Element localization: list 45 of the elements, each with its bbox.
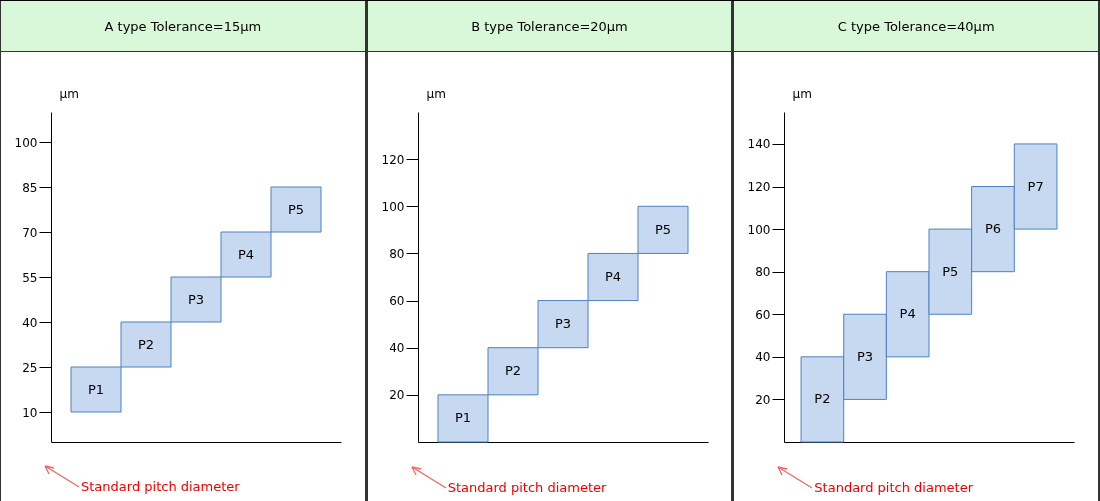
x-tick-label: P5 (287, 201, 305, 217)
x-tick-label: P7 (1027, 178, 1045, 194)
y-tick-label: 40 (388, 341, 405, 356)
text: Standard pitch diameter (447, 480, 607, 495)
x-tick-label: P5 (654, 221, 671, 237)
y-axis-title: µm (792, 86, 813, 101)
y-tick-label: 80 (388, 246, 405, 261)
y-tick-label: 140 (747, 137, 771, 152)
y-tick-label: 40 (22, 315, 38, 330)
y-tick-label: 85 (22, 180, 38, 195)
x-tick-label: P1 (87, 381, 105, 397)
chart-title: C type Tolerance=40µm (734, 1, 1099, 52)
x-tick-label: P2 (814, 391, 831, 407)
x-tick-label: P4 (604, 269, 621, 284)
x-tick-label: P4 (237, 246, 255, 262)
chart-title: A type Tolerance=15µm (1, 1, 365, 52)
y-tick-label: 80 (755, 265, 771, 280)
y-tick-label: 100 (747, 222, 771, 237)
y-tick-label: 25 (22, 360, 38, 375)
y-tick-label: 60 (755, 307, 771, 322)
y-tick-label: 120 (747, 180, 771, 195)
x-tick-label: P5 (942, 263, 959, 279)
y-tick-label: 40 (755, 350, 771, 365)
y-tick-label: 70 (22, 225, 38, 240)
x-tick-label: P3 (187, 291, 205, 307)
chart-title: B type Tolerance=20µm (367, 1, 732, 52)
text: Standard pitch diameter (81, 479, 240, 494)
x-tick-label: P4 (899, 306, 917, 322)
y-tick-label: 60 (388, 294, 405, 309)
y-tick-label: 10 (22, 405, 38, 420)
x-tick-label: P2 (504, 363, 521, 379)
y-tick-label: 55 (22, 270, 38, 285)
y-tick-label: 20 (755, 392, 771, 407)
y-axis-title: µm (59, 86, 79, 101)
y-tick-label: 20 (388, 388, 405, 403)
x-tick-label: P1 (454, 410, 471, 426)
x-tick-label: P6 (985, 221, 1002, 237)
y-tick-label: 120 (381, 152, 405, 167)
y-axis-title: µm (426, 86, 446, 101)
x-tick-label: P3 (857, 348, 874, 364)
x-tick-label: P2 (137, 336, 155, 352)
y-tick-label: 100 (381, 199, 405, 214)
x-tick-label: P3 (554, 316, 571, 332)
text: Standard pitch diameter (814, 480, 974, 495)
y-tick-label: 100 (14, 135, 38, 150)
